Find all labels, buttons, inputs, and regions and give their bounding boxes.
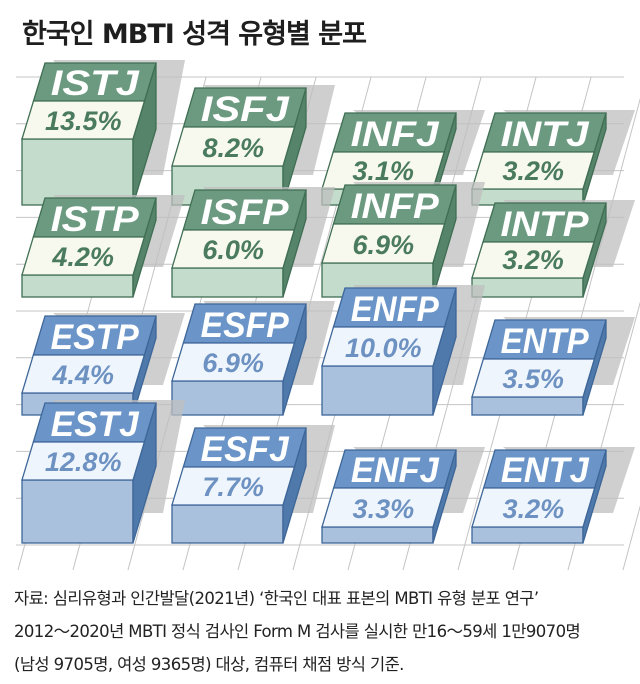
block-enfj: ENFJ 3.3% xyxy=(321,447,485,544)
type-label: ESFJ xyxy=(201,430,291,469)
percent-value: 7.7% xyxy=(202,472,264,502)
type-label: ESTP xyxy=(51,318,140,357)
block-infp: INFP 6.9% xyxy=(321,182,485,298)
type-label: INTP xyxy=(501,205,590,244)
percent-value: 13.5% xyxy=(45,106,122,136)
percent-value: 10.0% xyxy=(345,333,422,363)
type-label: INFJ xyxy=(351,115,441,154)
block-entj: ENTJ 3.2% xyxy=(471,447,635,544)
type-label: ENFJ xyxy=(351,451,441,490)
percent-value: 3.2% xyxy=(503,494,565,524)
percent-value: 6.9% xyxy=(202,348,264,378)
percent-value: 3.3% xyxy=(353,494,415,524)
block-enfp: ENFP 10.0% xyxy=(321,285,485,416)
percent-value: 3.2% xyxy=(502,156,564,186)
type-label: INFP xyxy=(351,187,440,226)
percent-value: 4.4% xyxy=(51,360,114,390)
percent-value: 3.5% xyxy=(502,364,564,394)
percent-value: 3.1% xyxy=(352,156,414,186)
caption-line-3: (남성 9705명, 여성 9365명) 대상, 컴퓨터 채점 방식 기준. xyxy=(14,655,404,674)
percent-value: 4.2% xyxy=(51,242,114,272)
type-label: ISTP xyxy=(51,200,140,239)
type-label: ISTJ xyxy=(51,64,141,103)
type-label: ENTP xyxy=(501,322,590,361)
type-label: ESFP xyxy=(201,306,290,345)
percent-value: 6.0% xyxy=(202,235,264,265)
type-label: ENTJ xyxy=(501,451,591,490)
percent-value: 12.8% xyxy=(45,447,122,477)
type-label: ESTJ xyxy=(51,405,141,444)
source-caption: 자료: 심리유형과 인간발달(2021년) ‘한국인 대표 표본의 MBTI 유… xyxy=(14,582,634,681)
chart-title: 한국인 MBTI 성격 유형별 분포 xyxy=(22,19,367,50)
type-label: ENFP xyxy=(351,290,440,329)
percent-value: 6.9% xyxy=(352,230,414,260)
type-label: ISFJ xyxy=(201,90,291,129)
type-label: ISFP xyxy=(201,193,290,232)
percent-value: 3.2% xyxy=(502,245,564,275)
caption-line-2: 2012～2020년 MBTI 정식 검사인 Form M 검사를 실시한 만1… xyxy=(14,622,581,641)
percent-value: 8.2% xyxy=(202,133,264,163)
caption-line-1: 자료: 심리유형과 인간발달(2021년) ‘한국인 대표 표본의 MBTI 유… xyxy=(14,589,539,608)
type-label: INTJ xyxy=(501,115,591,154)
